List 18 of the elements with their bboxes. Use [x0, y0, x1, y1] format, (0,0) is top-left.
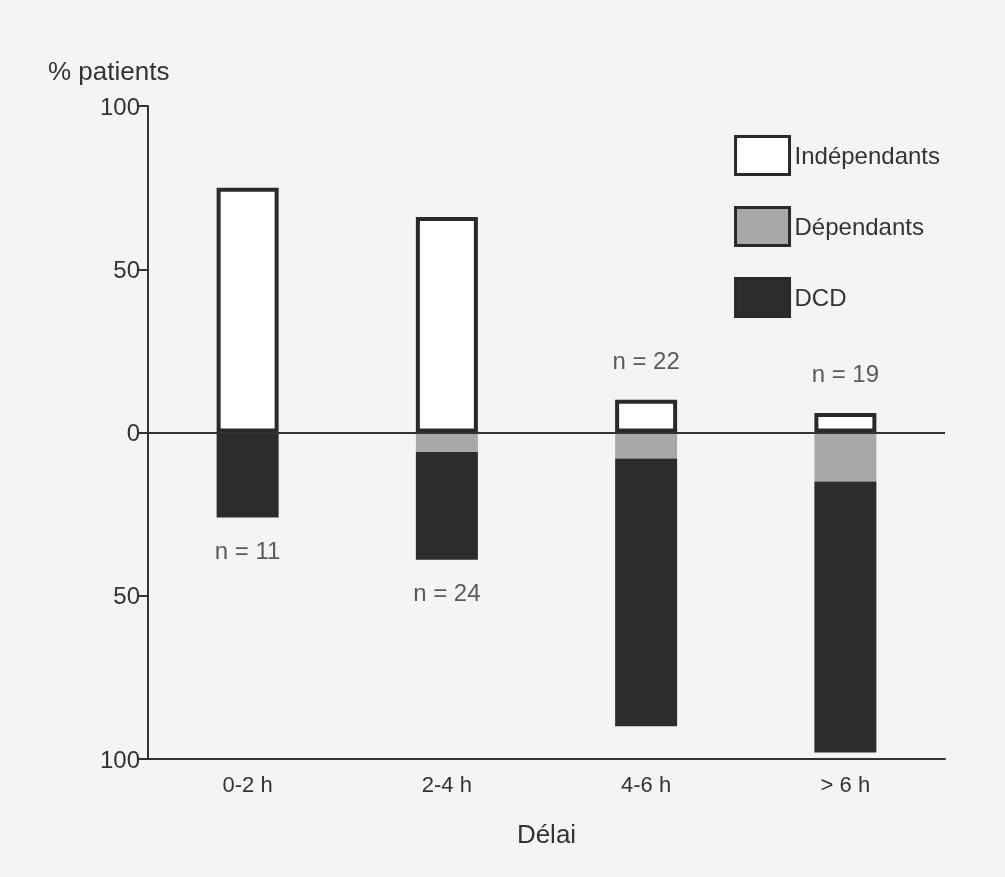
- x-tick-label: 2-4 h: [421, 771, 472, 797]
- annotation: n = 11: [214, 536, 281, 564]
- y-tick-label: 0: [126, 419, 140, 446]
- y-tick-label: 100: [99, 745, 140, 773]
- annotation: n = 19: [811, 360, 880, 388]
- legend-label: Dépendants: [794, 213, 924, 240]
- y-tick-label: 100: [99, 92, 140, 120]
- x-tick-label: 0-2 h: [222, 771, 273, 797]
- y-tick-label: 50: [113, 582, 140, 610]
- y-axis-title: % patients: [48, 56, 170, 86]
- y-tick-label: 50: [113, 255, 140, 283]
- x-tick-label: > 6 h: [820, 771, 871, 797]
- x-axis-title: Délai: [516, 819, 577, 849]
- legend-label: DCD: [794, 284, 847, 311]
- legend-label: Indépendants: [794, 142, 940, 169]
- annotation: n = 24: [413, 578, 481, 606]
- x-tick-label: 4-6 h: [621, 771, 672, 797]
- annotation: n = 22: [612, 347, 680, 375]
